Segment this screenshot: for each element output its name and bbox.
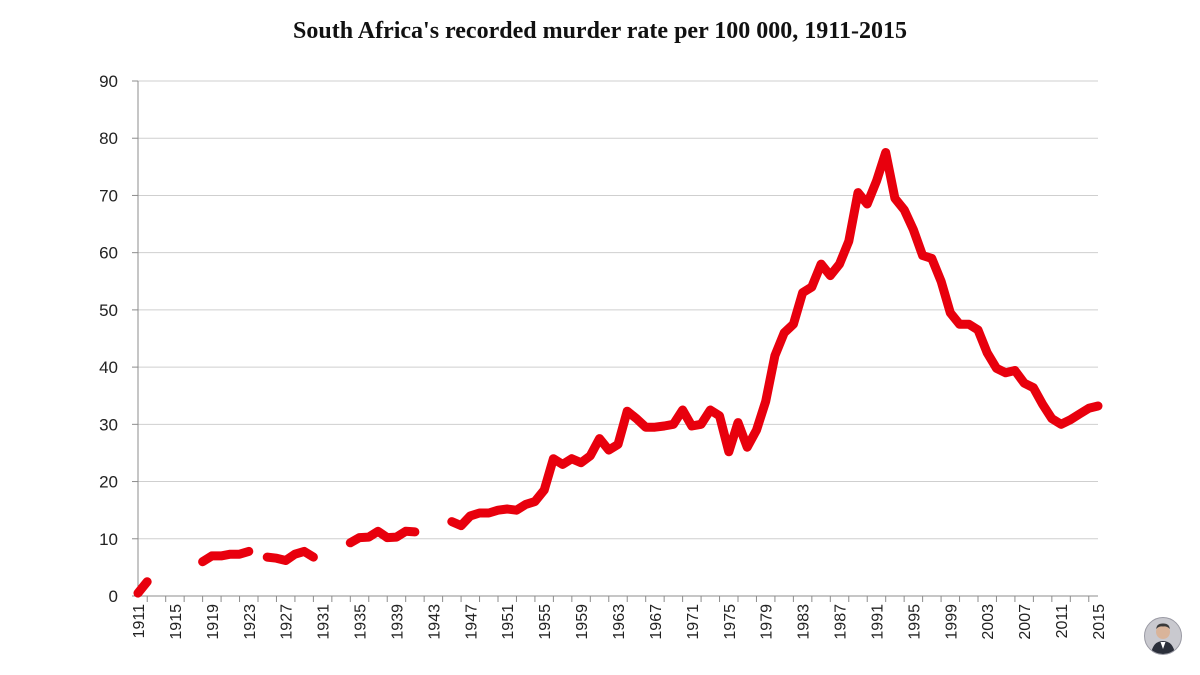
axes <box>132 80 1098 602</box>
y-tick-label-60: 60 <box>99 244 118 263</box>
x-tick-label-1943: 1943 <box>426 604 443 640</box>
y-tick-label-10: 10 <box>99 530 118 549</box>
x-tick-label-1979: 1979 <box>759 604 776 640</box>
x-axis-ticks: 1911 1915 1919 1923 1927 1931 1935 1939 1943 1947… <box>131 604 1108 640</box>
x-tick-label-1959: 1959 <box>574 604 591 640</box>
x-tick-label-1987: 1987 <box>833 604 850 640</box>
x-tick-label-1955: 1955 <box>537 604 554 640</box>
series-0-segment-3 <box>345 526 420 548</box>
y-axis-ticks: 0 10 20 30 40 50 60 70 80 90 <box>99 72 118 606</box>
y-tick-label-70: 70 <box>99 186 118 205</box>
x-tick-label-1999: 1999 <box>943 604 960 640</box>
x-tick-label-1983: 1983 <box>796 604 813 640</box>
x-tick-label-1991: 1991 <box>869 604 886 640</box>
x-tick-label-1915: 1915 <box>168 604 185 640</box>
x-tick-label-1995: 1995 <box>906 604 923 640</box>
x-tick-label-1951: 1951 <box>500 604 517 640</box>
x-tick-label-1931: 1931 <box>316 604 333 640</box>
y-tick-label-30: 30 <box>99 415 118 434</box>
y-tick-label-20: 20 <box>99 473 118 492</box>
y-tick-label-50: 50 <box>99 301 118 320</box>
x-tick-label-1971: 1971 <box>685 604 702 640</box>
series-0-segment-2 <box>262 546 318 565</box>
x-tick-label-2003: 2003 <box>980 604 997 640</box>
y-tick-label-40: 40 <box>99 358 118 377</box>
y-tick-label-0: 0 <box>109 587 118 606</box>
x-tick-label-2011: 2011 <box>1054 604 1071 639</box>
x-tick-label-2007: 2007 <box>1017 604 1034 640</box>
chart-title: South Africa's recorded murder rate per … <box>293 18 907 44</box>
x-tick-label-1963: 1963 <box>611 604 628 640</box>
series-line <box>133 148 1103 598</box>
x-tick-label-1923: 1923 <box>242 604 259 640</box>
series-0-segment-4 <box>447 148 1103 531</box>
presenter-avatar <box>1144 617 1182 655</box>
gridlines <box>138 80 1098 540</box>
x-tick-label-1919: 1919 <box>205 604 222 640</box>
x-tick-label-2015: 2015 <box>1091 604 1108 640</box>
x-tick-label-1975: 1975 <box>722 604 739 640</box>
x-tick-label-1967: 1967 <box>648 604 665 640</box>
x-tick-label-1935: 1935 <box>353 604 370 640</box>
series-0-segment-1 <box>198 546 254 567</box>
person-icon <box>1151 623 1175 654</box>
x-tick-label-1927: 1927 <box>279 604 296 640</box>
x-tick-label-1947: 1947 <box>463 604 480 640</box>
x-tick-label-1939: 1939 <box>389 604 406 640</box>
series-0-segment-0 <box>133 577 152 598</box>
y-tick-label-90: 90 <box>99 72 118 91</box>
y-tick-label-80: 80 <box>99 129 118 148</box>
x-tick-label-1911: 1911 <box>131 604 148 639</box>
